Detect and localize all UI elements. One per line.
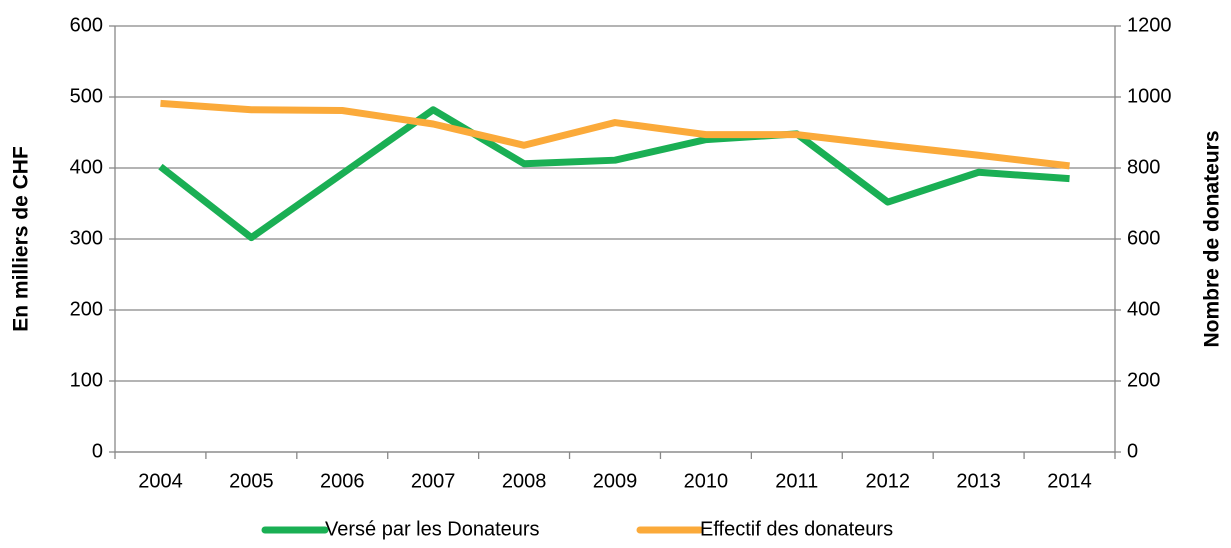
- y2-tick-label: 800: [1127, 156, 1160, 178]
- y-tick-label: 300: [70, 227, 103, 249]
- x-tick-label: 2012: [865, 470, 910, 492]
- series-line: [160, 99, 1070, 170]
- y2-tick-label: 200: [1127, 369, 1160, 391]
- y-tick-label: 0: [92, 440, 103, 462]
- y2-axis-title: Nombre de donateurs: [1201, 130, 1224, 347]
- x-tick-label: 2009: [593, 470, 638, 492]
- y-tick-label: 100: [70, 369, 103, 391]
- series-line: [158, 106, 1070, 242]
- y2-tick-label: 400: [1127, 298, 1160, 320]
- x-tick-label: 2006: [320, 470, 365, 492]
- y2-tick-label: 0: [1127, 440, 1138, 462]
- legend-label: Effectif des donateurs: [700, 518, 893, 540]
- y-tick-label: 500: [70, 85, 103, 107]
- x-tick-label: 2014: [1047, 470, 1092, 492]
- y2-tick-label: 1200: [1127, 14, 1172, 36]
- x-tick-label: 2007: [411, 470, 456, 492]
- x-tick-label: 2005: [229, 470, 274, 492]
- x-tick-label: 2008: [502, 470, 547, 492]
- x-tick-label: 2013: [956, 470, 1001, 492]
- y-tick-label: 200: [70, 298, 103, 320]
- y-tick-label: 400: [70, 156, 103, 178]
- y2-tick-label: 1000: [1127, 85, 1172, 107]
- x-tick-label: 2011: [775, 470, 818, 492]
- y2-tick-label: 600: [1127, 227, 1160, 249]
- x-tick-label: 2004: [138, 470, 183, 492]
- x-tick-label: 2010: [684, 470, 729, 492]
- legend-label: Versé par les Donateurs: [325, 518, 540, 540]
- y-tick-label: 600: [70, 14, 103, 36]
- y-axis-title: En milliers de CHF: [10, 146, 33, 332]
